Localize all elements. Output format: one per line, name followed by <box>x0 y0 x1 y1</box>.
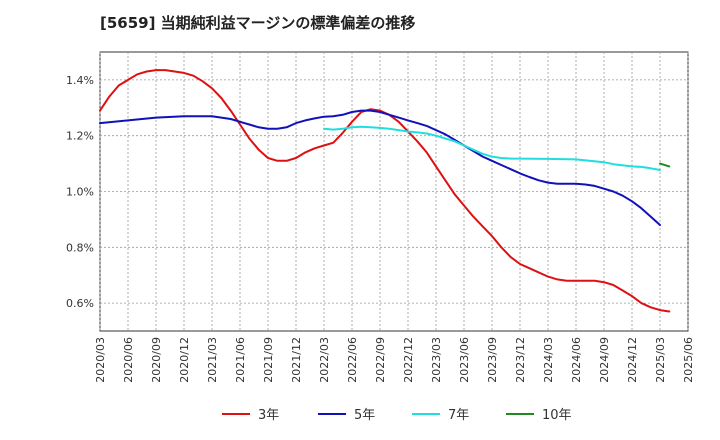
y-tick-label: 0.8% <box>66 241 94 254</box>
legend-label-1: 5年 <box>354 408 375 423</box>
x-tick-label: 2022/06 <box>346 337 359 383</box>
x-tick-label: 2021/12 <box>290 337 303 383</box>
x-tick-label: 2024/03 <box>542 337 555 383</box>
y-tick-label: 1.4% <box>66 74 94 87</box>
x-tick-label: 2024/09 <box>598 337 611 383</box>
legend-label-0: 3年 <box>258 408 279 423</box>
x-tick-label: 2025/06 <box>682 337 695 383</box>
series-line-3 <box>659 162 671 168</box>
x-tick-label: 2023/12 <box>514 337 527 383</box>
x-tick-label: 2021/03 <box>206 337 219 383</box>
y-tick-label: 1.2% <box>66 130 94 143</box>
x-tick-label: 2020/12 <box>178 337 191 383</box>
x-tick-label: 2020/06 <box>122 337 135 383</box>
series-line-0 <box>99 69 671 313</box>
y-axis-ticks: 0.6% 0.8% 1.0% 1.2% 1.4% <box>66 74 94 310</box>
y-tick-label: 1.0% <box>66 186 94 199</box>
x-tick-label: 2025/03 <box>654 337 667 383</box>
x-tick-label: 2024/12 <box>626 337 639 383</box>
x-tick-label: 2020/03 <box>94 337 107 383</box>
x-axis-ticks: 2020/03 2020/06 2020/09 2020/12 2021/03 2021/… <box>94 337 695 383</box>
x-tick-label: 2022/12 <box>402 337 415 383</box>
x-tick-label: 2023/09 <box>486 337 499 383</box>
series-lines <box>99 69 671 313</box>
x-tick-label: 2021/06 <box>234 337 247 383</box>
legend: 3年 5年 7年 10年 <box>222 408 572 423</box>
x-tick-label: 2020/09 <box>150 337 163 383</box>
series-line-1 <box>99 109 661 226</box>
legend-label-3: 10年 <box>542 408 572 423</box>
x-tick-label: 2022/03 <box>318 337 331 383</box>
series-line-2 <box>323 125 661 171</box>
x-tick-label: 2022/09 <box>374 337 387 383</box>
legend-label-2: 7年 <box>448 408 469 423</box>
x-tick-label: 2023/03 <box>430 337 443 383</box>
x-tick-label: 2021/09 <box>262 337 275 383</box>
x-tick-label: 2023/06 <box>458 337 471 383</box>
chart-title: [5659] 当期純利益マージンの標準偏差の推移 <box>100 14 416 32</box>
y-tick-label: 0.6% <box>66 297 94 310</box>
x-tick-label: 2024/06 <box>570 337 583 383</box>
grid <box>99 51 689 332</box>
